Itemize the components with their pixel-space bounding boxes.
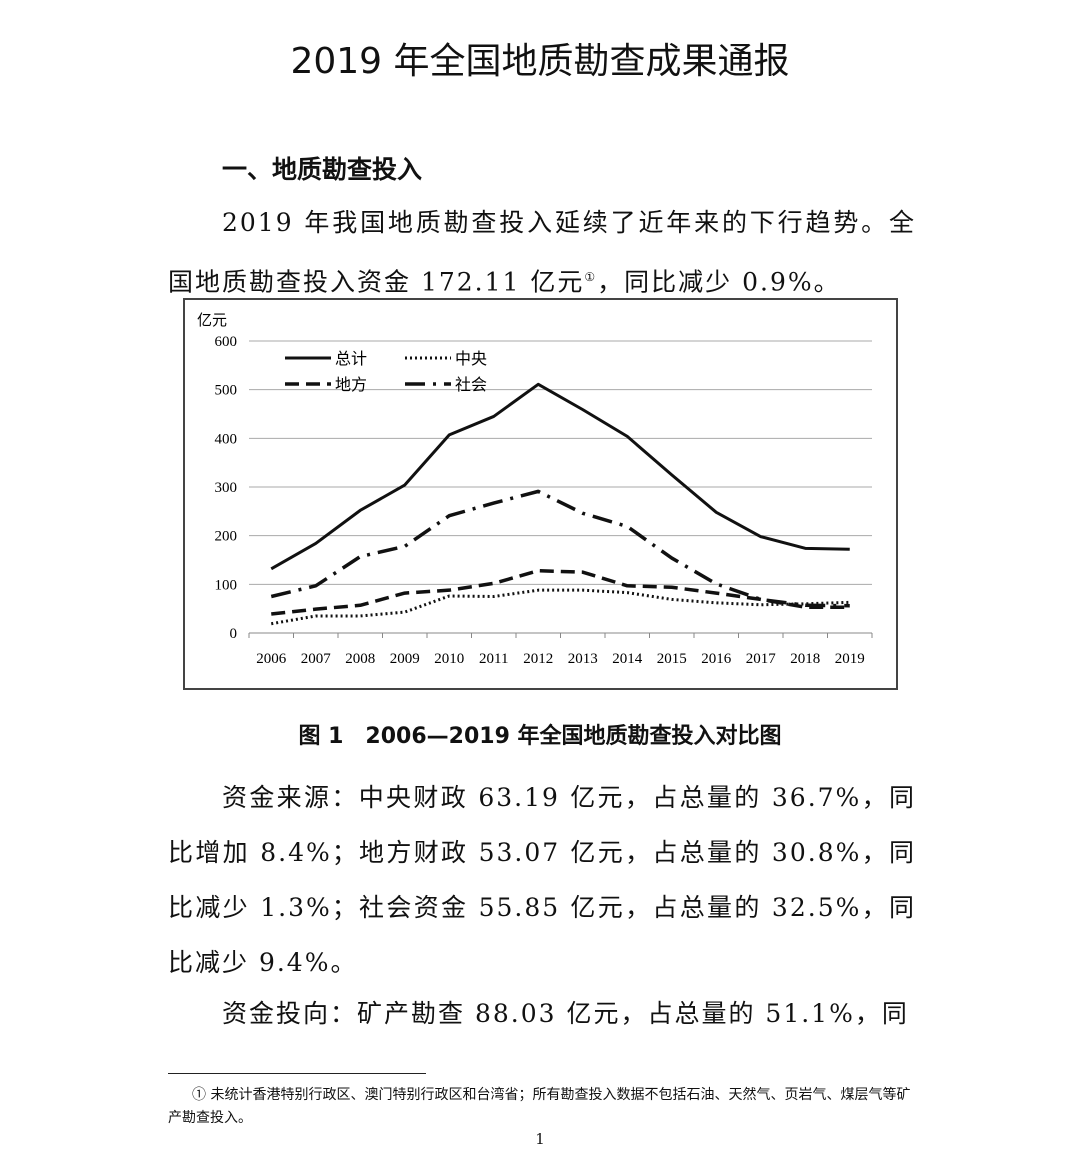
y-tick-label: 300 [215, 480, 238, 496]
figure-caption: 图 1 2006—2019 年全国地质勘查投入对比图 [298, 724, 782, 749]
line-chart: 亿元 0 100 200 300 400 500 600 2006 2007 2008 2009 201… [197, 311, 873, 667]
footnote-ref[interactable]: ① [584, 270, 598, 284]
x-tick-label: 2014 [612, 651, 643, 667]
footnote: ① 未统计香港特别行政区、澳门特别行政区和台湾省；所有勘查投入数据不包括石油、天… [168, 1087, 911, 1126]
paragraph-text: 2019 年我国地质勘查投入延续了近年来的下行趋势。全国地质勘查投入资金 172… [168, 208, 916, 297]
x-tick-label: 2006 [256, 651, 287, 667]
x-tick-label: 2013 [568, 651, 598, 667]
series-line-4 [270, 489, 850, 608]
x-tick-label: 2019 [835, 651, 865, 667]
y-tick-label: 600 [215, 334, 238, 350]
legend-label: 总计 [335, 349, 367, 368]
y-tick-label: 0 [230, 626, 238, 642]
x-tick-label: 2010 [434, 651, 464, 667]
y-tick-label: 100 [215, 577, 238, 593]
x-tick-label: 2016 [701, 651, 732, 667]
y-tick-label: 500 [215, 383, 238, 399]
x-tick-label: 2015 [657, 651, 687, 667]
series-line-1 [270, 382, 850, 571]
x-tick-label: 2009 [390, 651, 420, 667]
legend-label: 地方 [335, 375, 367, 394]
x-tick-label: 2011 [479, 651, 508, 667]
document-title: 2019 年全国地质勘查成果通报 [290, 41, 790, 82]
section-heading: 一、地质勘查投入 [222, 155, 423, 184]
legend-label: 中央 [455, 349, 487, 368]
paragraph-funding-direction: 资金投向：矿产勘查 88.03 亿元，占总量的 51.1%，同 [222, 999, 909, 1028]
x-tick-label: 2017 [746, 651, 777, 667]
paragraph-text: ，同比减少 0.9%。 [597, 267, 841, 297]
paragraph-funding-sources: 资金来源：中央财政 63.19 亿元，占总量的 36.7%，同比增加 8.4%；… [168, 783, 916, 977]
page-number: 1 [535, 1130, 545, 1148]
y-tick-label: 400 [215, 431, 238, 447]
x-tick-label: 2018 [790, 651, 820, 667]
x-tick-label: 2012 [523, 651, 553, 667]
x-tick-label: 2008 [345, 651, 375, 667]
footnote-divider [168, 1073, 426, 1074]
y-tick-label: 200 [215, 529, 238, 545]
chart-frame: 亿元 0 100 200 300 400 500 600 2006 2007 2008 2009 201… [183, 298, 898, 690]
x-tick-label: 2007 [301, 651, 332, 667]
legend-label: 社会 [455, 375, 487, 394]
y-axis-label: 亿元 [197, 311, 227, 329]
series-line-2 [270, 588, 850, 626]
series-line-3 [271, 568, 850, 616]
paragraph-investment: 2019 年我国地质勘查投入延续了近年来的下行趋势。全国地质勘查投入资金 172… [168, 195, 916, 309]
